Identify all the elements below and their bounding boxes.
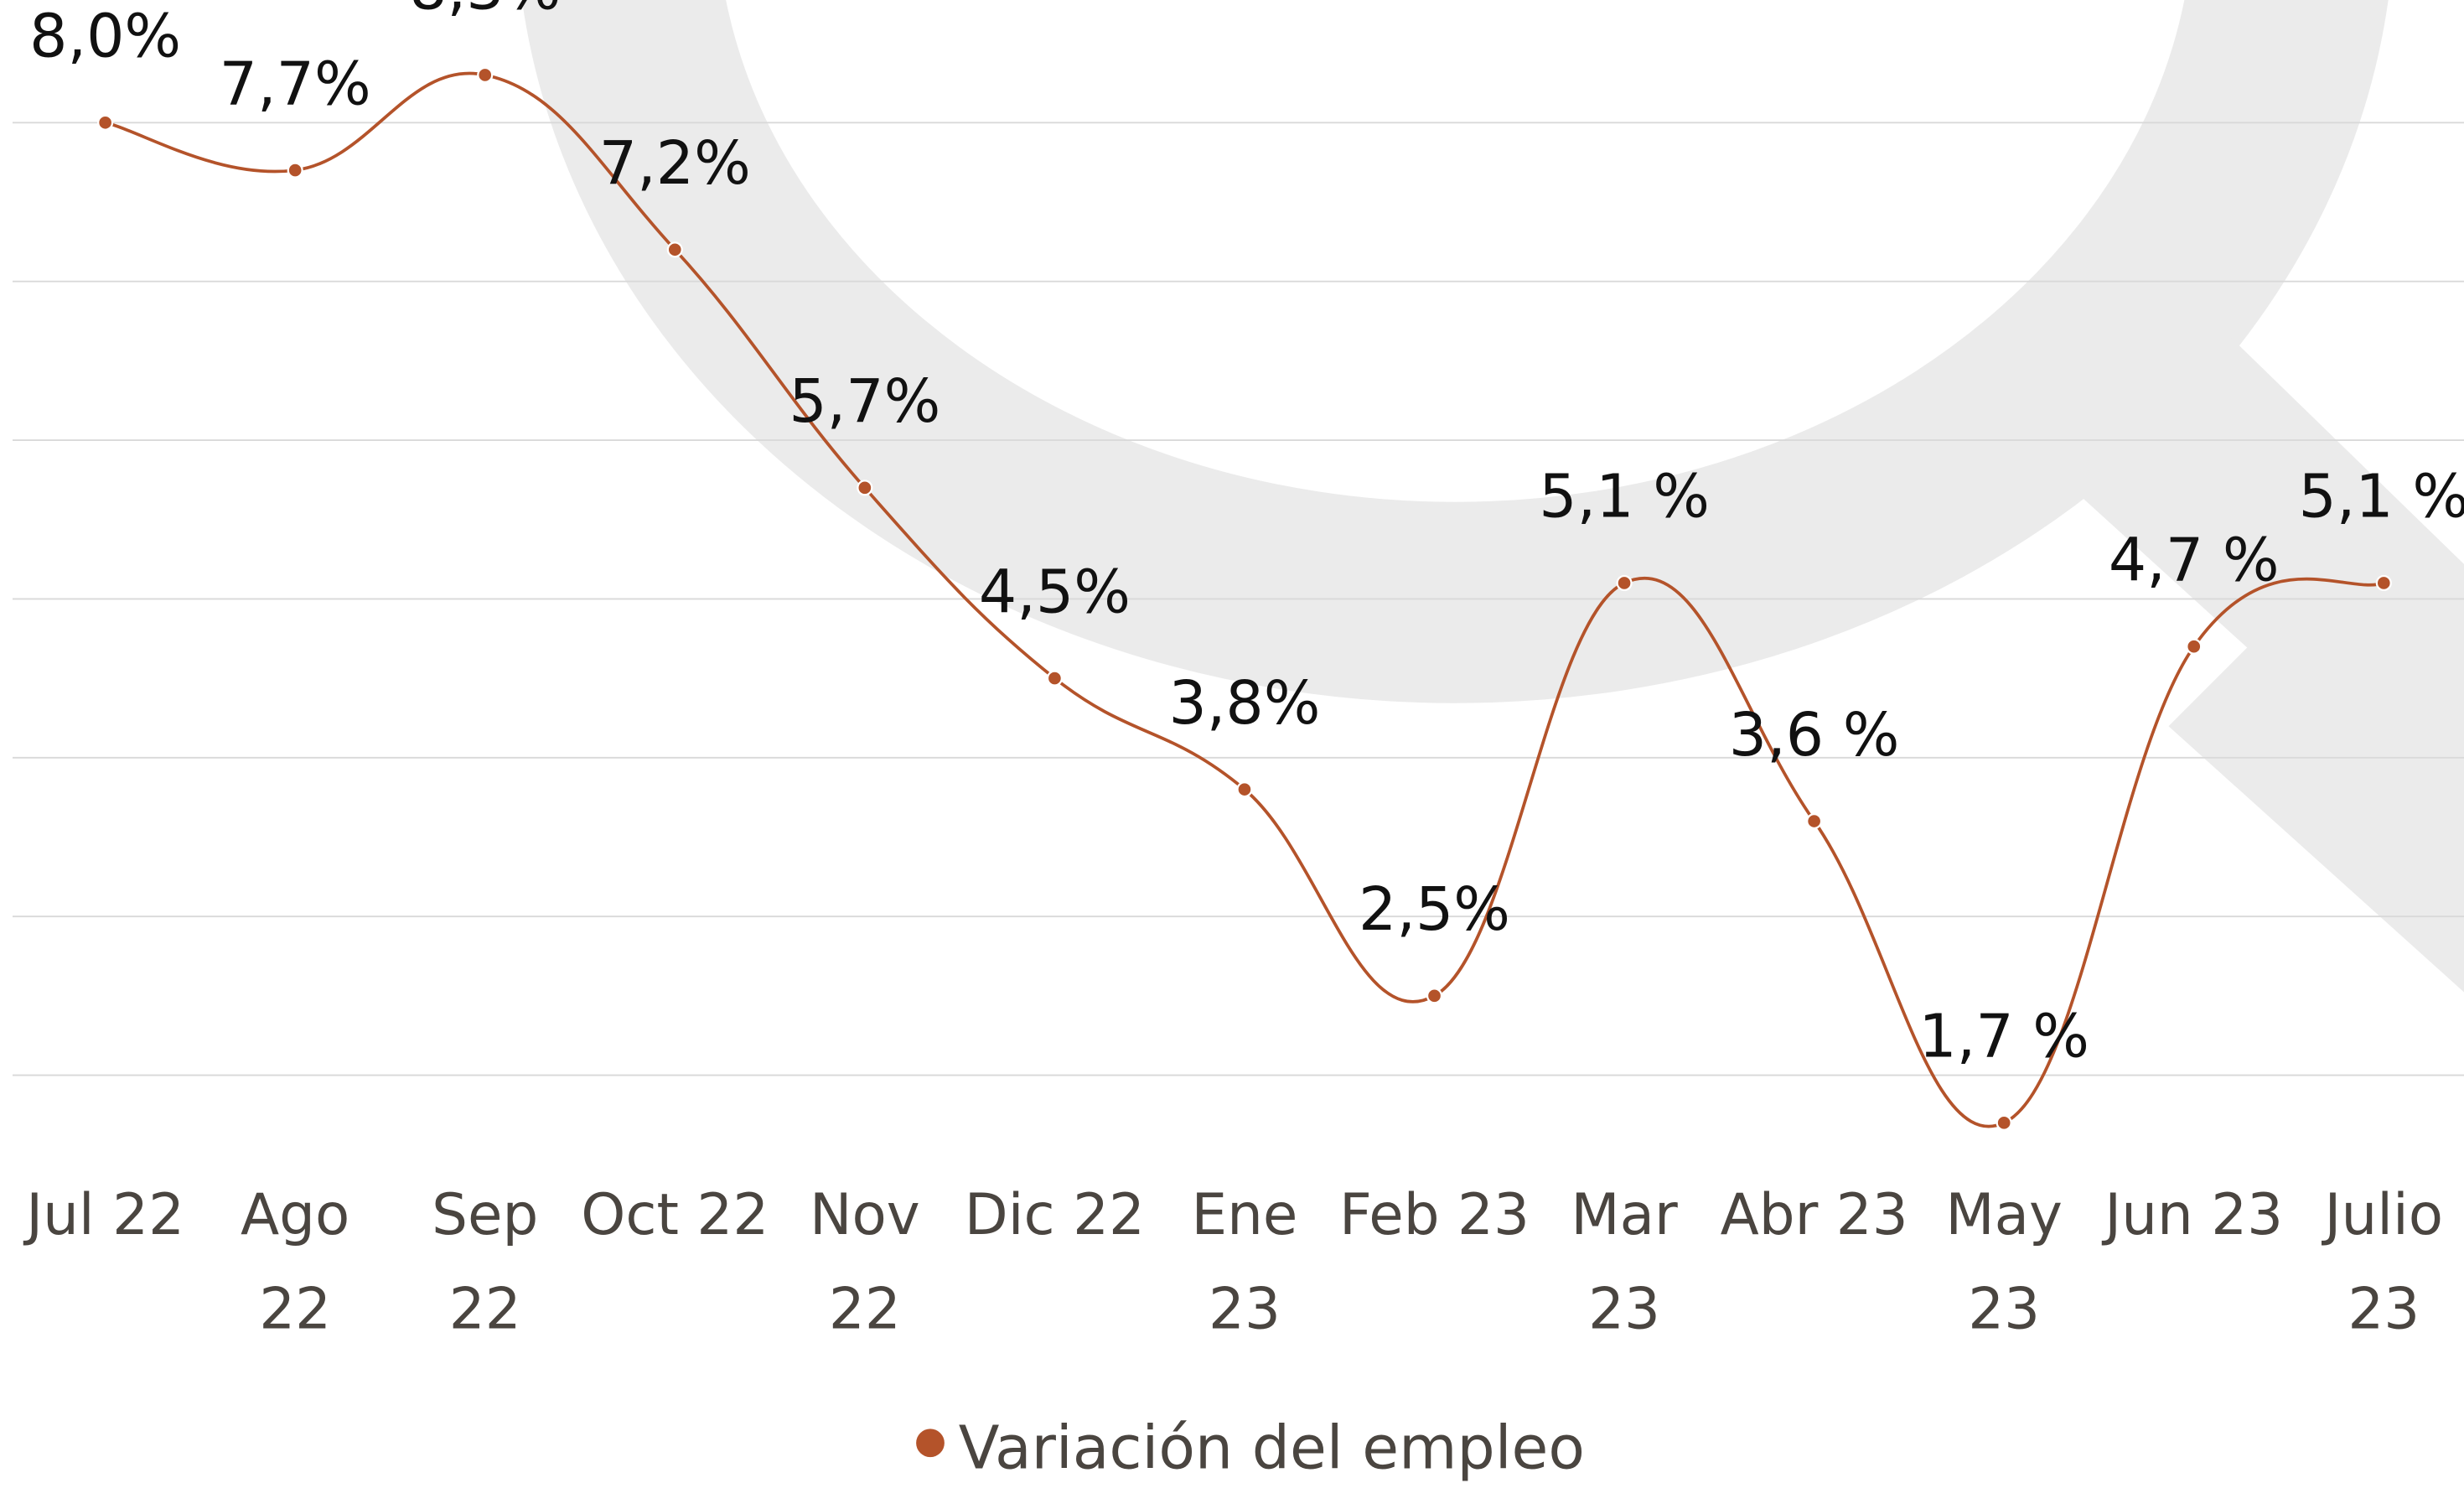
x-tick-label: Abr 23 bbox=[1716, 1169, 1912, 1264]
data-point bbox=[288, 163, 303, 178]
data-label: 4,5% bbox=[979, 557, 1131, 626]
x-tick-label-box: Jun 23 bbox=[2096, 1169, 2291, 1374]
data-point bbox=[1238, 782, 1252, 796]
page: {"chart_data": {"type": "line", "categor… bbox=[0, 0, 2464, 1509]
data-point bbox=[857, 480, 872, 495]
x-tick-label-box: Ago 22 bbox=[198, 1169, 393, 1374]
x-tick-label: Mar 23 bbox=[1527, 1169, 1722, 1358]
logo-ring bbox=[616, 0, 2295, 603]
data-point bbox=[2187, 640, 2201, 654]
x-tick-label-box: Oct 22 bbox=[577, 1169, 773, 1374]
x-tick-label-box: Abr 23 bbox=[1716, 1169, 1912, 1374]
x-tick-label-box: Dic 22 bbox=[957, 1169, 1152, 1374]
data-label: 2,5% bbox=[1359, 874, 1510, 944]
data-label: 7,2% bbox=[599, 128, 751, 198]
x-tick-label-box: Feb 23 bbox=[1337, 1169, 1532, 1374]
data-point bbox=[1997, 1116, 2011, 1130]
x-tick-label-box: Jul 22 bbox=[8, 1169, 203, 1374]
data-point bbox=[2377, 576, 2391, 590]
chart: Jul 22Ago 22Sep 22Oct 22Nov 22Dic 22Ene … bbox=[0, 0, 2464, 1509]
x-tick-label-box: Nov 22 bbox=[768, 1169, 963, 1374]
x-tick-label: Julio 23 bbox=[2286, 1169, 2464, 1358]
x-tick-label-box: Mar 23 bbox=[1527, 1169, 1722, 1374]
x-tick-label: Dic 22 bbox=[957, 1169, 1152, 1264]
data-point bbox=[478, 68, 492, 82]
data-label: 5,1 % bbox=[1539, 462, 1710, 532]
x-tick-label-box: Julio 23 bbox=[2286, 1169, 2464, 1374]
data-label: 1,7 % bbox=[1918, 1002, 2089, 1071]
x-tick-label-box: Ene 23 bbox=[1147, 1169, 1343, 1374]
legend: Variación del empleo bbox=[916, 1413, 1585, 1482]
data-point bbox=[1427, 988, 1442, 1003]
logo-handle bbox=[2074, 338, 2464, 1037]
data-point bbox=[668, 242, 682, 257]
x-tick-label: May 23 bbox=[1907, 1169, 2102, 1358]
legend-marker bbox=[916, 1429, 945, 1457]
x-tick-label: Jul 22 bbox=[8, 1169, 203, 1264]
x-tick-label-box: May 23 bbox=[1907, 1169, 2102, 1374]
data-point bbox=[1048, 672, 1062, 686]
data-label: 8,3% bbox=[409, 0, 561, 23]
x-tick-label: Nov 22 bbox=[768, 1169, 963, 1358]
data-point bbox=[98, 116, 112, 130]
x-tick-label: Jun 23 bbox=[2096, 1169, 2291, 1264]
data-label: 5,7% bbox=[789, 366, 940, 436]
x-tick-label: Ago 22 bbox=[198, 1169, 393, 1358]
x-tick-label: Ene 23 bbox=[1147, 1169, 1343, 1358]
x-tick-label: Feb 23 bbox=[1337, 1169, 1532, 1264]
data-label: 3,8% bbox=[1168, 668, 1320, 738]
legend-label: Variación del empleo bbox=[959, 1413, 1585, 1482]
data-label: 4,7 % bbox=[2109, 525, 2280, 594]
data-label: 7,7% bbox=[220, 49, 371, 118]
data-label: 8,0% bbox=[29, 2, 181, 71]
data-point bbox=[1618, 576, 1632, 590]
data-point bbox=[1807, 814, 1821, 828]
x-tick-label: Oct 22 bbox=[577, 1169, 773, 1264]
x-tick-label-box: Sep 22 bbox=[387, 1169, 582, 1374]
data-label: 3,6 % bbox=[1729, 700, 1900, 770]
data-label: 5,1 % bbox=[2298, 462, 2464, 532]
x-tick-label: Sep 22 bbox=[387, 1169, 582, 1358]
